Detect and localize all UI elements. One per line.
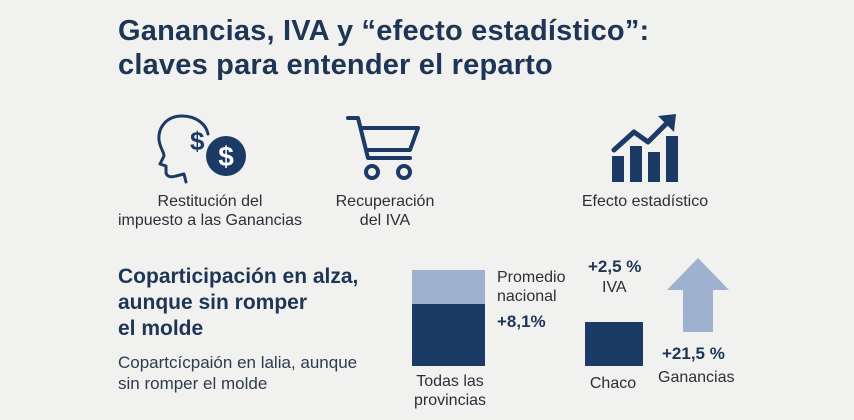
- section-body: Copartcícpaión en lalia, aunque sin romp…: [118, 352, 418, 394]
- icon-label-iva-line-2: del IVA: [359, 212, 411, 229]
- promedio-label-line-1: Promedio: [497, 269, 566, 286]
- icon-label-efecto: Efecto estadístico: [560, 192, 730, 211]
- promedio-label: Promedio nacional: [497, 268, 587, 306]
- bar-label-todas: Todas las provincias: [395, 372, 505, 410]
- title-line-2: claves para entender el reparto: [118, 49, 553, 81]
- ganancias-value: +21,5 %: [662, 344, 725, 363]
- icon-label-ganancias: Restitución del impuesto a las Ganancias: [110, 192, 310, 230]
- iva-value: +2,5 %: [588, 257, 642, 276]
- bar-label-todas-line-2: provincias: [413, 392, 487, 409]
- bar-todas-light-segment: [412, 270, 485, 304]
- svg-text:$: $: [218, 141, 234, 172]
- bar-chaco: [585, 322, 643, 366]
- icon-label-iva: Recuperación del IVA: [300, 192, 470, 230]
- iva-label: IVA: [602, 279, 627, 296]
- section-body-line-2: sin romper el molde: [118, 374, 268, 393]
- icon-label-efecto-line-1: Efecto estadístico: [581, 193, 709, 210]
- page-title: Ganancias, IVA y “efecto estadístico”: c…: [118, 14, 818, 82]
- section-body-line-1: Copartcícpaión en lalia, aunque: [118, 353, 358, 372]
- svg-text:$: $: [190, 126, 205, 156]
- growth-chart-icon: [608, 112, 680, 184]
- section-heading: Coparticipación en alza, aunque sin romp…: [118, 264, 408, 342]
- title-line-1: Ganancias, IVA y “efecto estadístico”:: [118, 15, 650, 47]
- icon-label-ganancias-line-2: impuesto a las Ganancias: [117, 212, 303, 229]
- promedio-value: +8,1%: [497, 312, 546, 331]
- section-heading-line-3: el molde: [118, 317, 204, 340]
- bar-label-chaco: Chaco: [589, 375, 637, 392]
- ganancias-label: Ganancias: [658, 369, 735, 386]
- up-arrow-icon: [665, 256, 731, 334]
- shopping-cart-icon: [344, 112, 424, 184]
- icon-label-ganancias-line-1: Restitución del: [157, 193, 263, 210]
- section-heading-line-2: aunque sin romper: [118, 291, 308, 314]
- bar-label-todas-line-1: Todas las: [416, 373, 484, 390]
- head-dollar-icon: $ $: [154, 112, 254, 184]
- icon-label-iva-line-1: Recuperación: [335, 193, 435, 210]
- promedio-label-line-2: nacional: [497, 288, 557, 305]
- section-heading-line-1: Coparticipación en alza,: [118, 265, 359, 288]
- bar-todas-dark-segment: [412, 304, 485, 366]
